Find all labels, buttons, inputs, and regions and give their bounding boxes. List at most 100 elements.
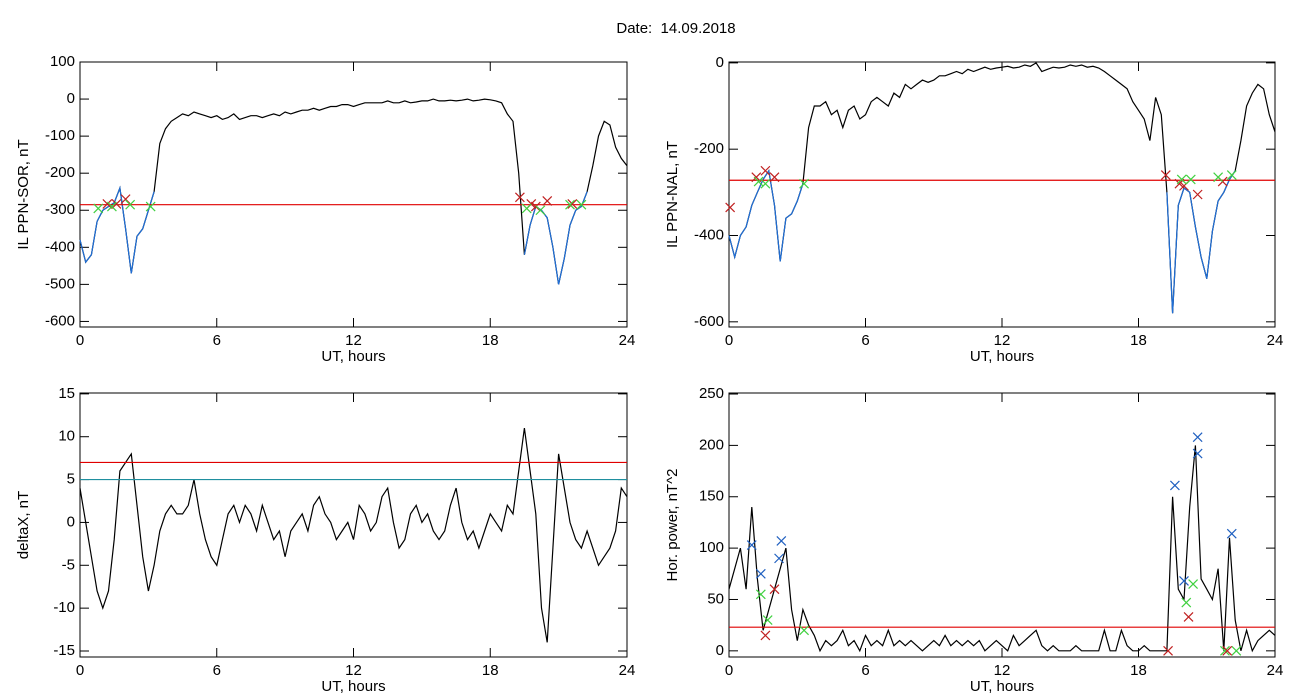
x-tick-label: 0: [76, 332, 84, 349]
cross-marker: [120, 194, 131, 205]
x-tick-label: 12: [345, 662, 362, 679]
x-tick-label: 24: [619, 332, 636, 349]
x-tick-label: 12: [994, 662, 1011, 679]
cross-marker: [760, 165, 771, 176]
cross-marker: [769, 172, 780, 183]
y-tick-label: -300: [45, 201, 75, 218]
y-tick-label: 50: [707, 590, 724, 607]
x-axis-label: UT, hours: [970, 678, 1034, 695]
x-tick-label: 18: [1130, 662, 1147, 679]
cross-marker: [542, 196, 553, 206]
data-line: [728, 169, 804, 262]
y-tick-label: 5: [67, 471, 75, 488]
cross-marker: [111, 199, 122, 209]
cross-marker: [755, 589, 766, 600]
x-tick-label: 24: [1267, 662, 1284, 679]
cross-marker: [760, 630, 771, 641]
data-line: [1166, 170, 1236, 314]
y-tick-label: 200: [699, 436, 724, 453]
cross-marker: [125, 199, 136, 210]
cross-marker: [565, 199, 575, 210]
x-axis-label: UT, hours: [321, 348, 385, 365]
y-tick-label: 0: [67, 513, 75, 530]
x-tick-label: 6: [861, 332, 869, 349]
cross-marker: [1183, 612, 1194, 622]
cross-marker: [746, 540, 757, 550]
cross-marker: [799, 625, 809, 636]
x-axis-label: UT, hours: [970, 348, 1034, 365]
data-line: [79, 185, 155, 274]
y-tick-label: -200: [694, 140, 724, 157]
y-axis-label: IL PPN-SOR, nT: [15, 139, 32, 249]
y-tick-label: 10: [58, 428, 75, 445]
cross-marker: [1220, 645, 1230, 656]
y-tick-label: -400: [694, 226, 724, 243]
y-tick-label: -5: [62, 556, 75, 573]
x-tick-label: 12: [994, 332, 1011, 349]
cross-marker: [1192, 189, 1203, 200]
x-tick-label: 0: [76, 662, 84, 679]
cross-marker: [1179, 576, 1189, 586]
y-axis-label: deltaX, nT: [15, 491, 32, 559]
data-line: [523, 191, 588, 285]
cross-marker: [1181, 597, 1192, 608]
page-title: Date: 14.09.2018: [616, 20, 735, 37]
cross-marker: [106, 201, 117, 212]
y-tick-label: -10: [53, 599, 75, 616]
cross-marker: [1188, 579, 1199, 589]
y-tick-label: 15: [58, 385, 75, 402]
y-tick-label: 150: [699, 488, 724, 505]
y-tick-label: -200: [45, 164, 75, 181]
y-tick-label: 0: [716, 54, 724, 71]
y-tick-label: -600: [45, 312, 75, 329]
y-tick-label: -600: [694, 313, 724, 330]
y-tick-label: 250: [699, 385, 724, 402]
x-axis-label: UT, hours: [321, 678, 385, 695]
x-tick-label: 18: [482, 332, 499, 349]
y-tick-label: 100: [50, 53, 75, 70]
cross-marker: [1169, 480, 1180, 491]
cross-marker: [1192, 432, 1203, 443]
cross-marker: [1185, 174, 1196, 185]
cross-marker: [1213, 172, 1224, 183]
y-axis-label: Hor. power, nT^2: [664, 469, 681, 582]
x-tick-label: 24: [619, 662, 636, 679]
y-tick-label: -100: [45, 127, 75, 144]
cross-marker: [567, 199, 578, 209]
cross-marker: [762, 615, 773, 625]
cross-marker: [776, 535, 787, 546]
cross-marker: [753, 176, 764, 187]
y-tick-label: 0: [67, 90, 75, 107]
y-axis-label: IL PPN-NAL, nT: [664, 141, 681, 248]
cross-marker: [760, 178, 771, 189]
cross-marker: [1192, 448, 1203, 459]
cross-marker: [799, 178, 809, 189]
x-tick-label: 12: [345, 332, 362, 349]
cross-marker: [1231, 645, 1242, 656]
cross-marker: [521, 203, 532, 214]
cross-marker: [530, 201, 541, 212]
y-tick-label: -500: [45, 275, 75, 292]
x-tick-label: 6: [213, 662, 221, 679]
data-line: [79, 428, 628, 643]
cross-marker: [1222, 645, 1233, 656]
cross-marker: [1176, 174, 1187, 185]
cross-marker: [576, 199, 587, 210]
cross-marker: [755, 568, 766, 579]
cross-marker: [725, 202, 736, 213]
cross-marker: [774, 553, 784, 564]
x-tick-label: 24: [1267, 332, 1284, 349]
cross-marker: [1226, 170, 1237, 181]
y-tick-label: -15: [53, 642, 75, 659]
cross-marker: [769, 584, 780, 595]
x-tick-label: 0: [725, 332, 733, 349]
cross-marker: [1163, 645, 1173, 656]
x-tick-label: 18: [1130, 332, 1147, 349]
x-tick-label: 6: [861, 662, 869, 679]
cross-marker: [102, 199, 113, 209]
cross-marker: [514, 192, 525, 203]
y-tick-label: 100: [699, 539, 724, 556]
